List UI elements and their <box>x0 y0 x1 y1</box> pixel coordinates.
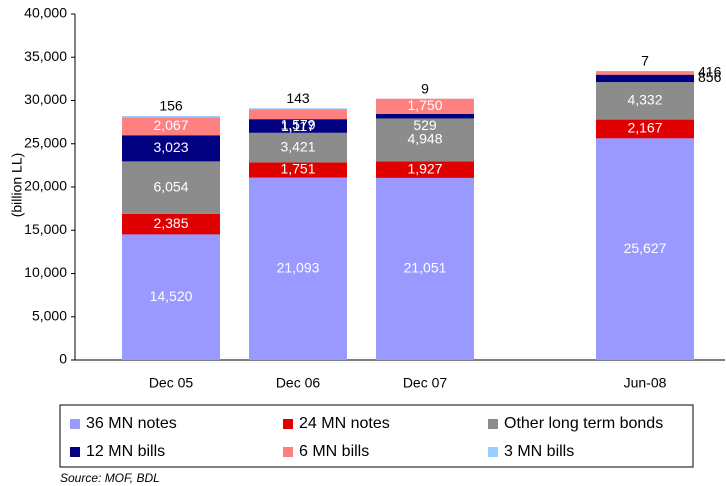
value-label: 7 <box>641 53 649 69</box>
bar-segment <box>122 117 220 136</box>
bar-segment <box>376 118 474 162</box>
value-label: 156 <box>159 98 183 114</box>
legend-swatch <box>488 419 498 429</box>
value-label: 1,927 <box>407 160 442 176</box>
value-label: 2,385 <box>153 215 188 231</box>
bar-segment <box>596 138 694 360</box>
y-tick-label: 25,000 <box>24 134 67 150</box>
legend-swatch <box>70 419 80 429</box>
bar-segment <box>249 109 347 120</box>
bar-segment <box>249 162 347 178</box>
x-tick-label: Dec 05 <box>149 375 194 391</box>
bar-segment <box>596 74 694 83</box>
value-label: 1,750 <box>407 97 442 113</box>
bar-segment <box>122 116 220 118</box>
value-label: 21,051 <box>404 260 447 276</box>
value-label: 143 <box>286 90 310 106</box>
bar-segment <box>376 98 474 114</box>
source-note: Source: MOF, BDL <box>60 471 160 485</box>
legend-swatch <box>488 447 498 457</box>
y-tick-label: 35,000 <box>24 48 67 64</box>
bar-segment <box>122 213 220 235</box>
bar-segment <box>376 177 474 360</box>
value-label: 4,948 <box>407 131 442 147</box>
bar-segment <box>249 119 347 133</box>
x-tick-label: Dec 07 <box>403 375 448 391</box>
legend-swatch <box>70 447 80 457</box>
value-label: 14,520 <box>150 288 193 304</box>
bar-segment <box>596 71 694 75</box>
bar-segment <box>122 234 220 360</box>
value-label: 21,093 <box>277 259 320 275</box>
legend-box <box>59 404 694 468</box>
value-label: 2,067 <box>153 117 188 133</box>
value-label: 4,332 <box>627 92 662 108</box>
value-label: 6,054 <box>153 178 188 194</box>
value-label: 3,421 <box>280 138 315 154</box>
bar-segment <box>376 161 474 178</box>
value-label: 25,627 <box>624 240 667 256</box>
legend-swatch <box>283 447 293 457</box>
legend-label: 24 MN notes <box>299 415 390 432</box>
value-label: 1,579 <box>280 117 315 133</box>
legend-label: 12 MN bills <box>86 443 165 460</box>
legend-label: 36 MN notes <box>86 415 177 432</box>
bar-segment <box>376 113 474 119</box>
value-label: 529 <box>413 117 437 133</box>
x-tick-label: Dec 06 <box>276 375 321 391</box>
value-label: 3,023 <box>153 139 188 155</box>
bar-segment <box>596 119 694 139</box>
legend-label: 3 MN bills <box>504 443 574 460</box>
y-tick-label: 15,000 <box>24 221 67 237</box>
y-tick-label: 30,000 <box>24 91 67 107</box>
y-axis-label: (billion LL) <box>9 153 25 218</box>
value-label: 416 <box>698 64 722 80</box>
bar-segment <box>249 132 347 163</box>
bar-segment <box>249 108 347 110</box>
value-label: 9 <box>421 80 429 96</box>
y-tick-label: 0 <box>59 351 67 367</box>
y-tick-label: 10,000 <box>24 264 67 280</box>
y-tick-label: 20,000 <box>24 178 67 194</box>
legend-label: 6 MN bills <box>299 443 369 460</box>
legend-swatch <box>283 419 293 429</box>
bar-segment <box>249 177 347 360</box>
bar-segment <box>122 161 220 214</box>
value-label: 1,117 <box>281 118 315 134</box>
x-tick-label: Jun-08 <box>624 375 667 391</box>
y-tick-label: 5,000 <box>32 307 67 323</box>
y-tick-label: 40,000 <box>24 5 67 21</box>
value-label: 856 <box>698 69 722 85</box>
value-label: 1,751 <box>280 161 315 177</box>
legend-label: Other long term bonds <box>504 415 663 432</box>
bar-segment <box>122 135 220 162</box>
value-label: 2,167 <box>627 120 662 136</box>
bar-segment <box>596 82 694 120</box>
